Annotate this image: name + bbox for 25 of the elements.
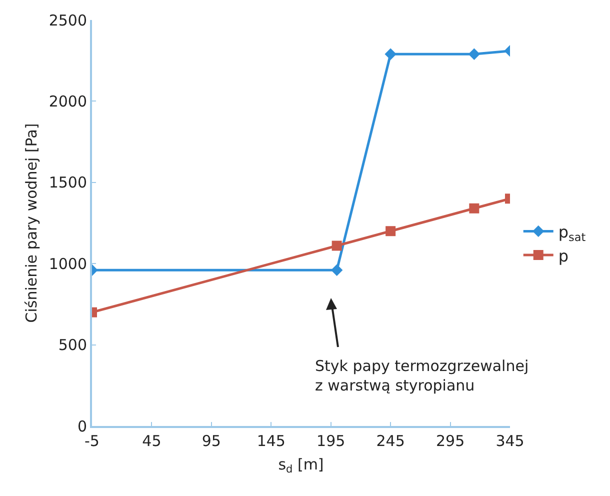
y-tick-label: 1000 [48, 254, 87, 273]
legend-label: p [558, 246, 569, 266]
point [332, 240, 342, 251]
annotation: Styk papy termozgrzewalnej z warstwą styropianu [315, 357, 529, 394]
y-tick-label: 2000 [48, 92, 87, 110]
point [469, 203, 480, 214]
y-tick-label: 2500 [48, 11, 87, 30]
point [330, 264, 343, 276]
x-tick-label: 295 [436, 432, 465, 450]
point [386, 226, 396, 236]
legend-label: p$_{sat}$ [558, 222, 586, 244]
x-axis-title: s$_{d}$ [m] [278, 456, 324, 476]
y-tick-label: 500 [58, 336, 87, 354]
x-tick-label: 95 [202, 432, 221, 450]
x-tick-label: -5 [84, 432, 100, 450]
point [384, 48, 396, 60]
y-tick-label: 1500 [48, 174, 87, 192]
x-tick-label: 195 [316, 432, 346, 450]
point [468, 48, 480, 60]
y-tick-label: 0 [77, 417, 87, 436]
x-tick-label: 45 [142, 432, 162, 450]
y-axis-title: Ciśnienie pary wodnej [Pa] [22, 123, 41, 323]
x-tick-label: 345 [496, 432, 524, 450]
x-tick-label: 245 [376, 432, 405, 450]
x-tick-label: 145 [256, 432, 286, 450]
